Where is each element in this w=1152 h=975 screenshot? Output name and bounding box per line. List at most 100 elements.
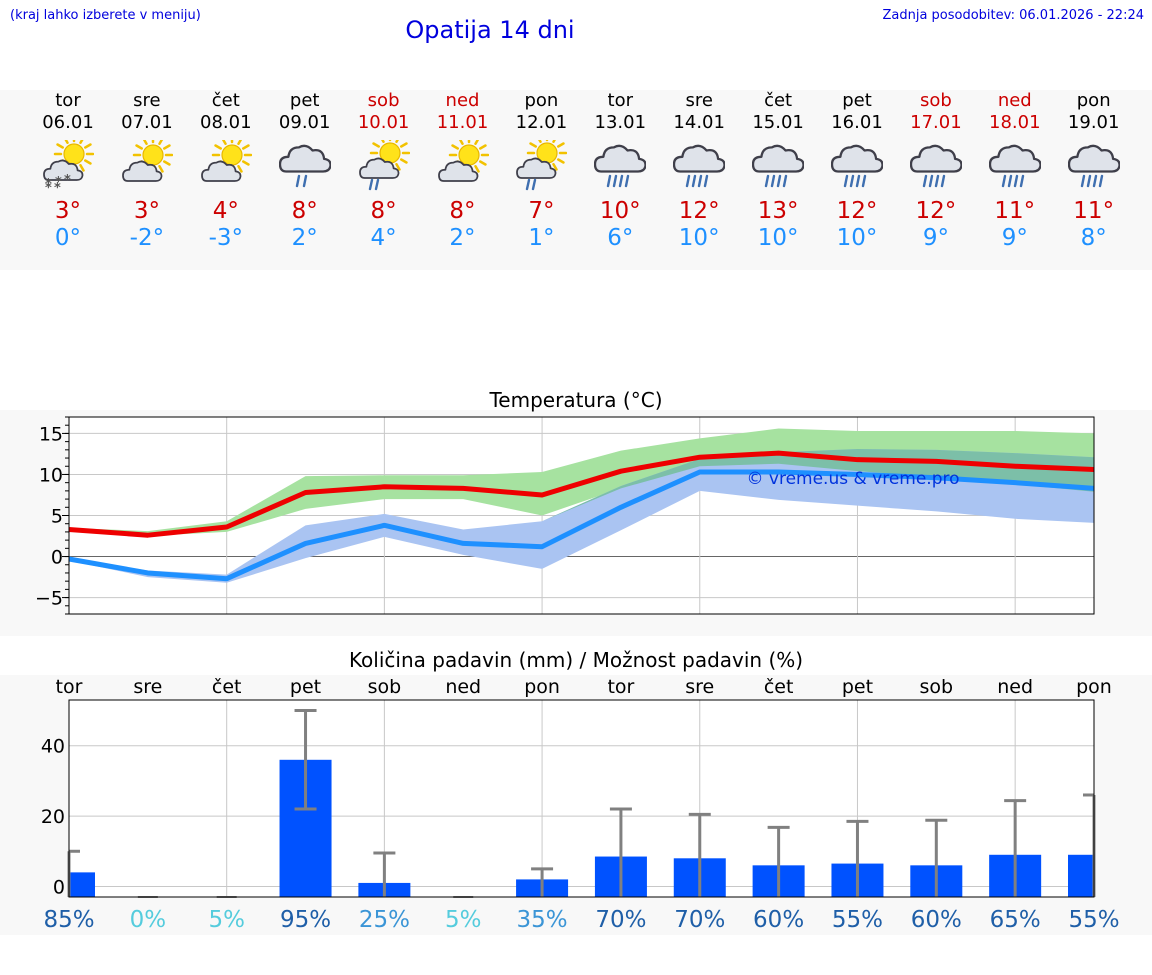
day-name: sob	[367, 90, 400, 111]
precipitation-probability: 55%	[1068, 907, 1119, 933]
day-name: pon	[524, 90, 559, 111]
min-temperature: -2°	[129, 225, 165, 251]
max-temperature: 12°	[915, 198, 957, 224]
precipitation-probability: 55%	[832, 907, 883, 933]
cloud-rain-icon	[278, 140, 332, 190]
cloud-heavy-rain-icon	[751, 140, 805, 190]
cloud-heavy-rain-icon	[1067, 140, 1121, 190]
max-temperature: 7°	[528, 198, 555, 224]
precip-day-label: čet	[764, 676, 794, 698]
min-temperature: -3°	[208, 225, 244, 251]
day-name: sre	[133, 90, 161, 111]
max-temperature: 3°	[54, 198, 82, 224]
precip-day-label: sre	[133, 676, 162, 698]
y-tick-label: 0	[53, 876, 65, 898]
min-temperature: 4°	[370, 225, 397, 251]
sun-cloud-icon	[200, 134, 253, 190]
precipitation-probability: 25%	[359, 907, 410, 933]
precip-day-label: pon	[1076, 676, 1112, 698]
min-temperature: 2°	[449, 225, 476, 251]
precipitation-probability: 70%	[595, 907, 646, 933]
precipitation-probability: 0%	[130, 907, 167, 933]
day-date: 16.01	[831, 112, 883, 133]
page-title: Opatija 14 dni	[405, 16, 575, 44]
y-tick-label: 10	[39, 464, 63, 486]
y-tick-label: 40	[41, 736, 65, 758]
min-temperature: 9°	[1001, 225, 1028, 251]
y-tick-label: 20	[41, 806, 65, 828]
max-temperature: 8°	[449, 198, 476, 224]
y-tick-label: 5	[51, 506, 63, 528]
daily-forecast-panel: tor 06.01 * * * * * 3° 0° sre 07.01 3° -2° čet 08.01 4°…	[0, 90, 1152, 270]
svg-text:*: *	[45, 177, 52, 192]
precip-day-label: tor	[607, 676, 634, 698]
precipitation-probability: 60%	[911, 907, 962, 933]
day-date: 15.01	[752, 112, 804, 133]
sun-cloud-icon	[121, 134, 174, 190]
max-temperature-line	[68, 450, 1095, 538]
watermark: © vreme.us & vreme.pro	[746, 469, 959, 489]
precip-day-label: sob	[368, 676, 402, 698]
min-temperature: 9°	[922, 225, 949, 251]
y-tick-label: 15	[39, 423, 63, 445]
day-date: 10.01	[357, 112, 410, 133]
max-temperature: 8°	[370, 198, 397, 224]
svg-text:*: *	[64, 173, 71, 188]
y-tick-label: −5	[35, 588, 63, 610]
day-date: 19.01	[1067, 112, 1120, 133]
min-temperature: 0°	[54, 225, 82, 251]
max-temperature: 12°	[836, 198, 878, 224]
precipitation-bar	[1068, 854, 1094, 897]
day-name: čet	[211, 90, 240, 111]
min-temperature: 10°	[678, 225, 720, 251]
max-temperature: 3°	[133, 198, 160, 224]
svg-text:*: *	[55, 175, 62, 190]
min-temperature-line	[68, 469, 1095, 582]
max-temperature: 8°	[291, 198, 318, 224]
menu-hint: (kraj lahko izberete v meniju)	[10, 8, 201, 23]
day-name: sre	[685, 90, 713, 111]
day-name: tor	[607, 90, 634, 111]
precip-day-label: tor	[56, 676, 83, 698]
day-date: 12.01	[515, 112, 568, 133]
cloud-heavy-rain-icon	[988, 140, 1042, 190]
sun-cloud-snow-icon: * * * * *	[42, 133, 95, 196]
day-name: ned	[445, 90, 480, 111]
precip-day-label: sre	[685, 676, 714, 698]
min-temperature: 8°	[1080, 225, 1107, 251]
sun-cloud-icon	[437, 134, 489, 190]
precip-day-label: pet	[842, 676, 873, 698]
day-date: 08.01	[200, 112, 252, 133]
day-name: pet	[842, 90, 872, 111]
last-update: Zadnja posodobitev: 06.01.2026 - 22:24	[882, 8, 1144, 23]
day-date: 11.01	[436, 112, 489, 133]
precipitation-probability: 60%	[753, 907, 804, 933]
precipitation-probability: 95%	[280, 907, 331, 933]
day-date: 18.01	[989, 112, 1041, 133]
min-temperature: 2°	[291, 225, 318, 251]
cloud-heavy-rain-icon	[830, 140, 884, 190]
day-date: 07.01	[121, 112, 173, 133]
cloud-heavy-rain-icon	[594, 140, 647, 190]
cloud-heavy-rain-icon	[673, 140, 726, 190]
precip-day-label: ned	[997, 676, 1033, 698]
precipitation-probability: 5%	[208, 907, 245, 933]
svg-text:*: *	[54, 181, 61, 196]
min-temperature-range-band	[69, 449, 1094, 583]
day-name: pet	[289, 90, 320, 111]
svg-text:*: *	[45, 181, 52, 196]
precip-day-label: pet	[290, 676, 321, 698]
precipitation-probability: 35%	[517, 907, 568, 933]
precipitation-bar	[69, 872, 95, 897]
day-name: pon	[1076, 90, 1111, 111]
precipitation-chart-title: Količina padavin (mm) / Možnost padavin …	[348, 648, 804, 672]
precip-day-label: pon	[524, 676, 560, 698]
day-date: 13.01	[594, 112, 647, 133]
max-temperature: 10°	[599, 198, 641, 224]
temperature-chart-title: Temperatura (°C)	[489, 388, 663, 412]
day-name: tor	[55, 90, 81, 111]
min-temperature: 1°	[528, 225, 555, 251]
max-temperature: 13°	[757, 198, 799, 224]
precip-day-label: čet	[212, 676, 242, 698]
day-name: sob	[919, 90, 952, 111]
